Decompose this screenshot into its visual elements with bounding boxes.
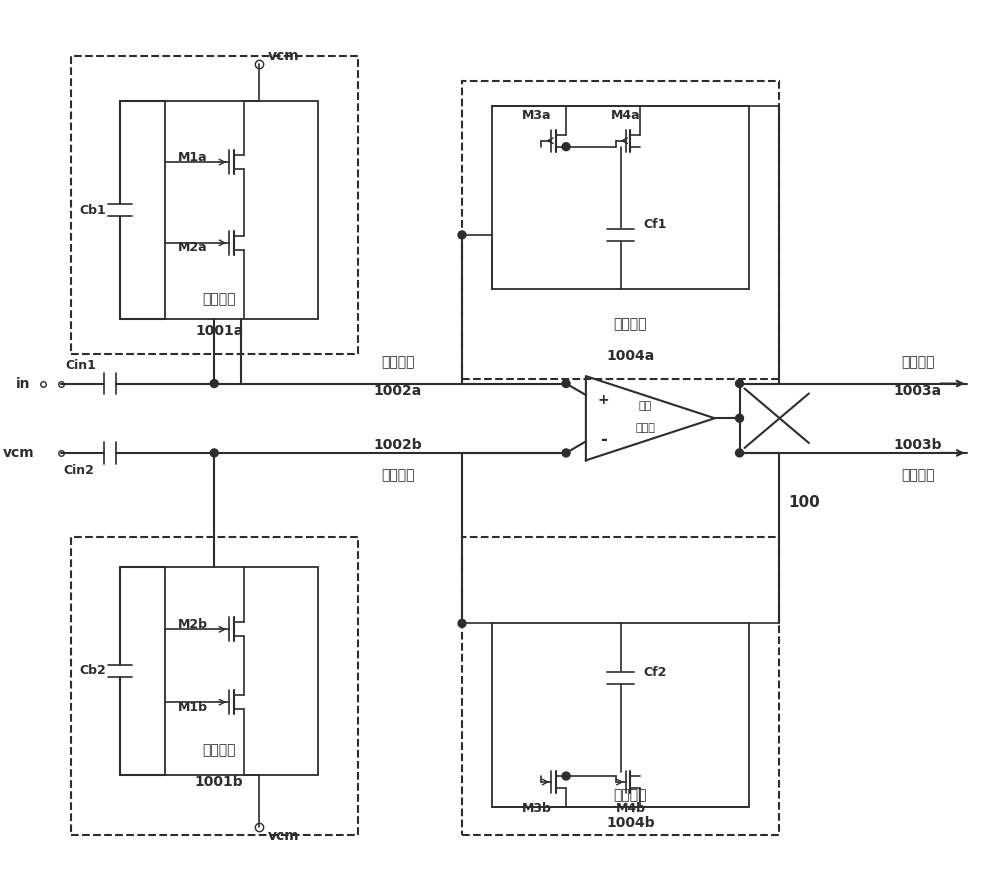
Text: M2b: M2b xyxy=(177,618,207,630)
Text: in: in xyxy=(16,377,30,391)
Text: 共模通路: 共模通路 xyxy=(202,292,236,306)
Text: Cb2: Cb2 xyxy=(79,664,106,678)
Text: M1a: M1a xyxy=(178,151,207,163)
Circle shape xyxy=(736,379,743,387)
Text: 反馈通路: 反馈通路 xyxy=(614,788,647,802)
Text: 1001b: 1001b xyxy=(195,775,243,789)
Text: 1002a: 1002a xyxy=(373,385,422,399)
Text: M3a: M3a xyxy=(522,109,551,123)
Circle shape xyxy=(458,231,466,239)
Bar xyxy=(492,106,749,289)
Circle shape xyxy=(562,449,570,457)
Text: M3b: M3b xyxy=(521,802,551,815)
Text: 输入通路: 输入通路 xyxy=(381,354,414,369)
Text: 1002b: 1002b xyxy=(373,438,422,452)
Circle shape xyxy=(562,772,570,780)
Text: vcm: vcm xyxy=(268,829,299,844)
Circle shape xyxy=(736,415,743,422)
Text: M4a: M4a xyxy=(611,109,640,123)
Circle shape xyxy=(458,620,466,627)
Text: M4b: M4b xyxy=(615,802,645,815)
Text: M2a: M2a xyxy=(178,242,207,254)
Bar xyxy=(492,623,749,807)
Bar xyxy=(165,567,318,775)
Bar xyxy=(165,101,318,319)
Text: 1003a: 1003a xyxy=(894,385,942,399)
Text: M1b: M1b xyxy=(177,701,207,714)
Bar xyxy=(462,537,779,835)
Bar xyxy=(71,537,358,835)
Text: Cf2: Cf2 xyxy=(644,667,667,679)
Text: +: + xyxy=(598,393,610,408)
Circle shape xyxy=(210,379,218,387)
Text: Cin2: Cin2 xyxy=(63,464,94,477)
Text: vcm: vcm xyxy=(268,50,299,63)
Text: Cb1: Cb1 xyxy=(79,203,106,217)
Text: 放大器: 放大器 xyxy=(635,424,655,433)
Circle shape xyxy=(562,379,570,387)
Text: 输入通路: 输入通路 xyxy=(381,468,414,481)
Text: 输出通路: 输出通路 xyxy=(901,468,935,481)
Circle shape xyxy=(736,449,743,457)
Text: 1004a: 1004a xyxy=(606,349,655,363)
Text: 1001a: 1001a xyxy=(195,324,243,338)
Text: -: - xyxy=(600,431,607,449)
Text: 1004b: 1004b xyxy=(606,815,655,829)
Text: 共模通路: 共模通路 xyxy=(202,743,236,757)
Text: Cin1: Cin1 xyxy=(65,360,96,372)
Bar xyxy=(462,81,779,378)
Text: Cf1: Cf1 xyxy=(644,218,667,232)
Text: 1003b: 1003b xyxy=(894,438,942,452)
Text: 跨导: 跨导 xyxy=(639,401,652,411)
Text: 输出通路: 输出通路 xyxy=(901,354,935,369)
Text: vcm: vcm xyxy=(3,446,35,460)
Text: 100: 100 xyxy=(788,495,820,510)
Bar xyxy=(71,57,358,353)
Circle shape xyxy=(562,143,570,151)
Text: 反馈通路: 反馈通路 xyxy=(614,317,647,331)
Circle shape xyxy=(210,449,218,457)
